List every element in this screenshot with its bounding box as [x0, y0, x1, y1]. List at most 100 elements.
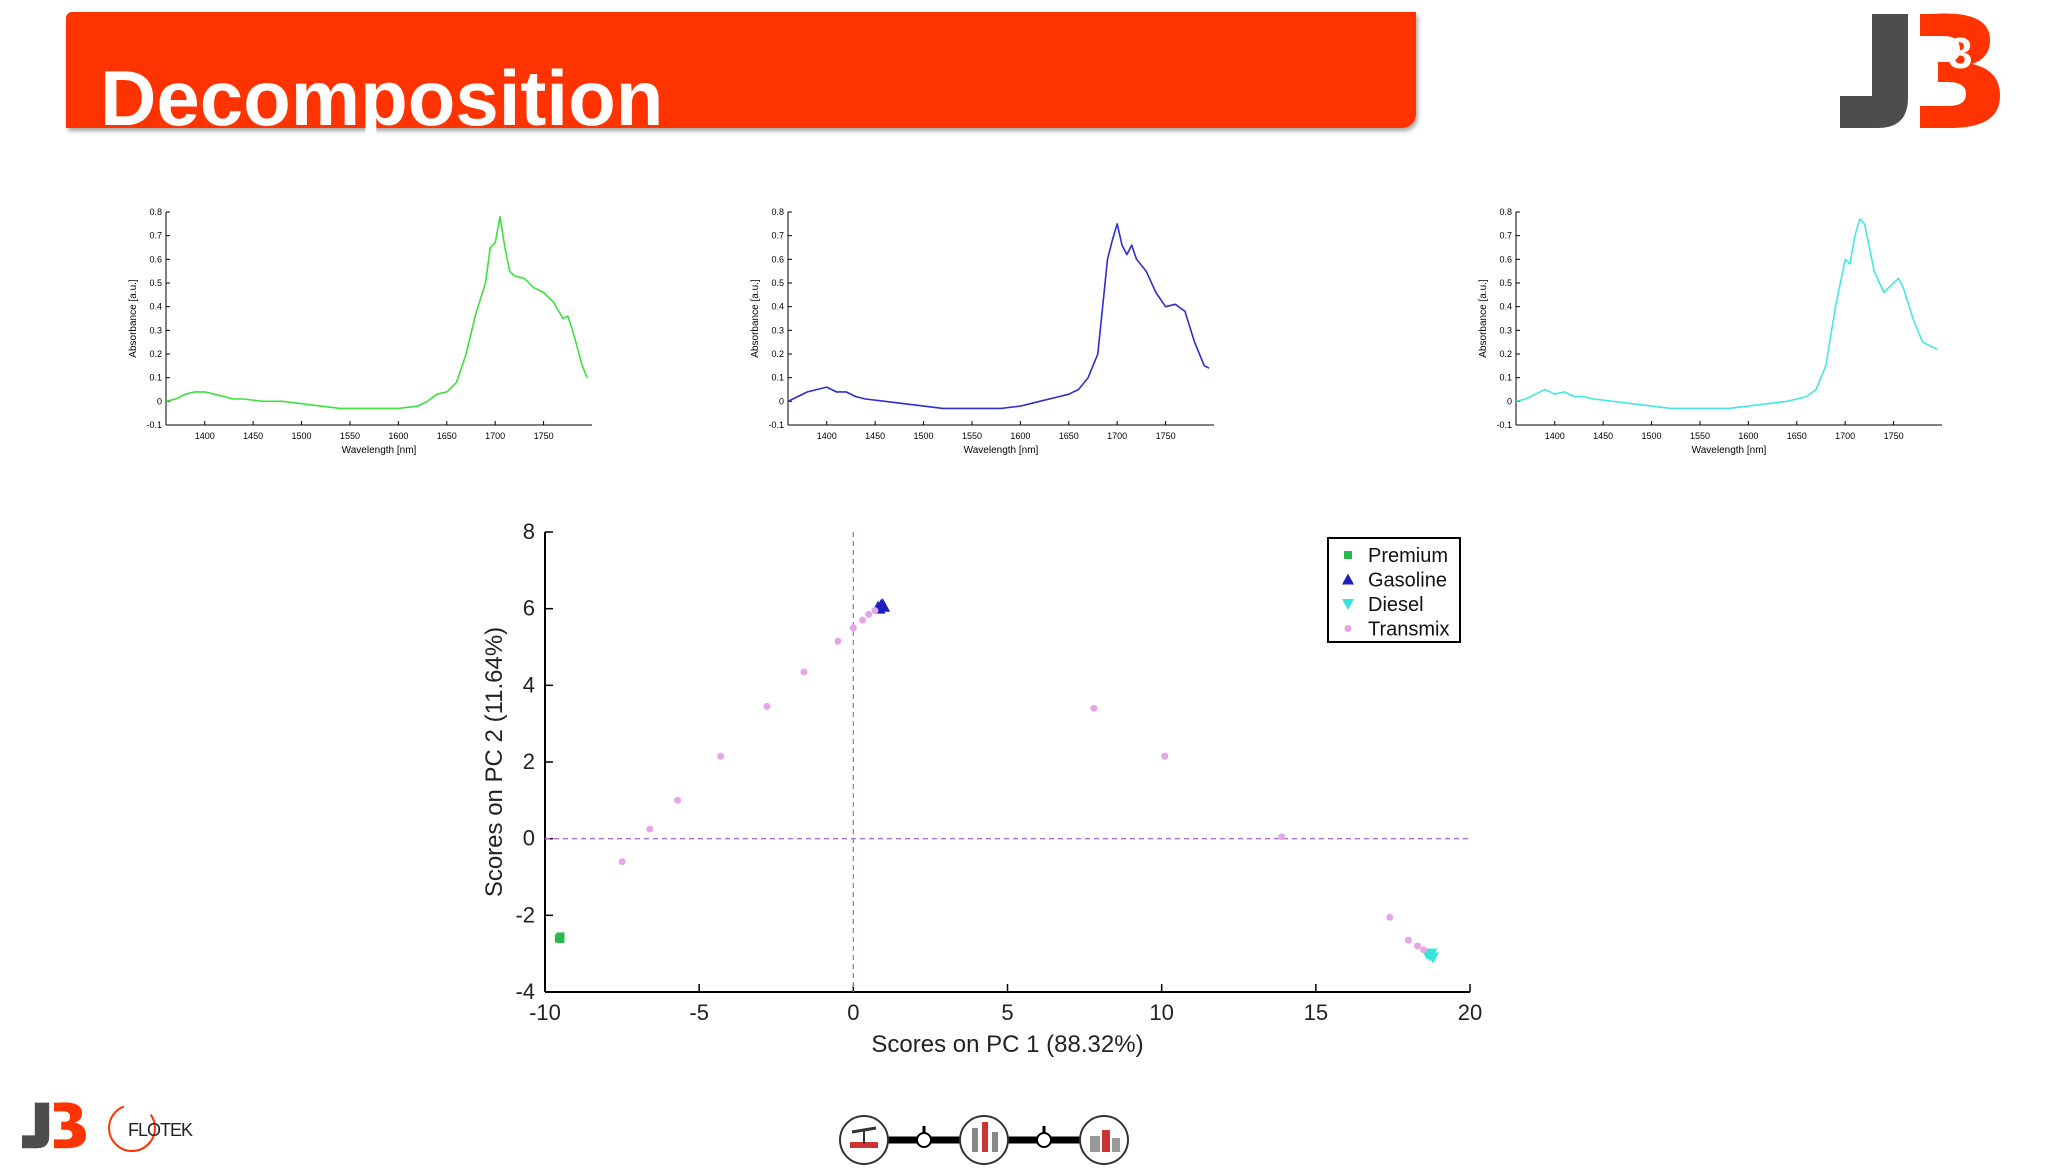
x-tick-label: 1550 — [340, 431, 360, 441]
valve-icon-right — [1036, 1126, 1052, 1148]
logo-j-shape-small — [22, 1102, 50, 1149]
y-tick-label: 0.3 — [149, 325, 162, 335]
legend-label-gasoline: Gasoline — [1368, 570, 1447, 592]
y-tick-label: 0.3 — [771, 325, 784, 335]
x-tick-label: 1700 — [1107, 431, 1127, 441]
transmix-point — [865, 610, 873, 618]
y-tick-label: 0.1 — [771, 373, 784, 383]
process-flow-icons — [839, 1115, 1129, 1165]
x-tick-label: 1600 — [388, 431, 408, 441]
y-axis-title: Absorbance [a.u.] — [128, 279, 139, 358]
y-axis-title: Absorbance [a.u.] — [750, 279, 761, 358]
y-tick-label: 0.1 — [149, 373, 162, 383]
transmix-point — [800, 668, 808, 676]
legend-box — [1327, 537, 1461, 643]
x-tick-label: 1400 — [817, 431, 837, 441]
transmix-point — [859, 616, 867, 624]
y-tick-label: 0.4 — [771, 302, 784, 312]
x-tick-label: -10 — [529, 1000, 561, 1025]
y-tick-label: 0.8 — [771, 207, 784, 217]
x-tick-label: 1550 — [1690, 431, 1710, 441]
x-tick-label: 10 — [1149, 1000, 1173, 1025]
y-tick-label: 0.6 — [1499, 254, 1512, 264]
transmix-point — [1404, 936, 1412, 944]
logo-j-shape — [1840, 14, 1908, 128]
y-tick-label: 0.7 — [771, 231, 784, 241]
legend-label-premium: Premium — [1368, 545, 1448, 567]
y-tick-label: 2 — [523, 749, 535, 774]
x-tick-label: 1700 — [485, 431, 505, 441]
y-tick-label: 0.4 — [1499, 302, 1512, 312]
x-tick-label: 1400 — [1545, 431, 1565, 441]
y-tick-label: -0.1 — [1496, 420, 1512, 430]
legend-label-diesel: Diesel — [1368, 594, 1424, 616]
transmix-point — [1278, 833, 1286, 841]
x-tick-label: 1650 — [1787, 431, 1807, 441]
transmix-point — [1386, 913, 1394, 921]
spectrum-line-1 — [787, 223, 1210, 410]
storage-terminal-icon — [1079, 1115, 1129, 1165]
y-tick-label: 0.6 — [149, 254, 162, 264]
y-tick-label: 0.8 — [1499, 207, 1512, 217]
x-axis-title: Scores on PC 1 (88.32%) — [871, 1031, 1143, 1058]
transmix-point — [849, 624, 857, 632]
x-tick-label: 1500 — [292, 431, 312, 441]
x-tick-label: 1700 — [1835, 431, 1855, 441]
transmix-point — [1420, 946, 1428, 954]
y-tick-label: 0.2 — [771, 349, 784, 359]
y-tick-label: 4 — [523, 672, 535, 697]
y-tick-label: 0 — [1507, 396, 1512, 406]
y-tick-label: 0 — [779, 396, 784, 406]
x-tick-label: 1750 — [534, 431, 554, 441]
oil-pump-icon — [839, 1115, 889, 1165]
j3-logo-top: 3 — [1840, 13, 2000, 128]
spectrum-line-2 — [1515, 218, 1938, 410]
legend-marker-gasoline — [1342, 573, 1354, 585]
transmix-point — [1161, 752, 1169, 760]
y-tick-label: -0.1 — [146, 420, 162, 430]
x-tick-label: 1500 — [1642, 431, 1662, 441]
y-tick-label: 0 — [157, 396, 162, 406]
x-axis-title: Wavelength [nm] — [964, 445, 1039, 456]
y-tick-label: 0.5 — [149, 278, 162, 288]
transmix-point — [1414, 942, 1422, 950]
y-tick-label: 0.4 — [149, 302, 162, 312]
premium-point — [556, 935, 565, 944]
y-tick-label: 0.1 — [1499, 373, 1512, 383]
diesel-point — [1425, 948, 1438, 960]
valve-icon-left — [916, 1126, 932, 1148]
logo-3-shape-small — [54, 1102, 86, 1149]
x-tick-label: 1650 — [1059, 431, 1079, 441]
legend-marker-transmix — [1344, 625, 1352, 632]
x-tick-label: -5 — [689, 1000, 709, 1025]
x-axis-title: Wavelength [nm] — [342, 445, 417, 456]
y-tick-label: 0.6 — [771, 254, 784, 264]
y-tick-label: 6 — [523, 596, 535, 621]
transmix-point — [646, 825, 654, 833]
x-tick-label: 1450 — [243, 431, 263, 441]
y-tick-label: -2 — [515, 902, 535, 927]
x-tick-label: 1400 — [195, 431, 215, 441]
x-tick-label: 1600 — [1738, 431, 1758, 441]
y-tick-label: 0.5 — [771, 278, 784, 288]
x-tick-label: 0 — [847, 1000, 859, 1025]
y-tick-label: 0 — [523, 826, 535, 851]
y-tick-label: 0.3 — [1499, 325, 1512, 335]
y-axis-title: Absorbance [a.u.] — [1478, 279, 1489, 358]
flotek-ring — [108, 1104, 156, 1152]
flotek-logo — [108, 1104, 156, 1152]
x-axis-title: Wavelength [nm] — [1692, 445, 1767, 456]
y-tick-label: -0.1 — [768, 420, 784, 430]
slide-title: Decomposition — [100, 54, 664, 142]
transmix-point — [834, 637, 842, 645]
x-tick-label: 5 — [1001, 1000, 1013, 1025]
legend-marker-diesel — [1342, 599, 1354, 610]
transmix-point — [618, 858, 626, 866]
y-tick-label: 0.7 — [149, 231, 162, 241]
x-tick-label: 15 — [1304, 1000, 1328, 1025]
x-tick-label: 1650 — [437, 431, 457, 441]
x-tick-label: 1600 — [1010, 431, 1030, 441]
x-tick-label: 1550 — [962, 431, 982, 441]
transmix-point — [1090, 704, 1098, 712]
refinery-icon — [959, 1115, 1009, 1165]
